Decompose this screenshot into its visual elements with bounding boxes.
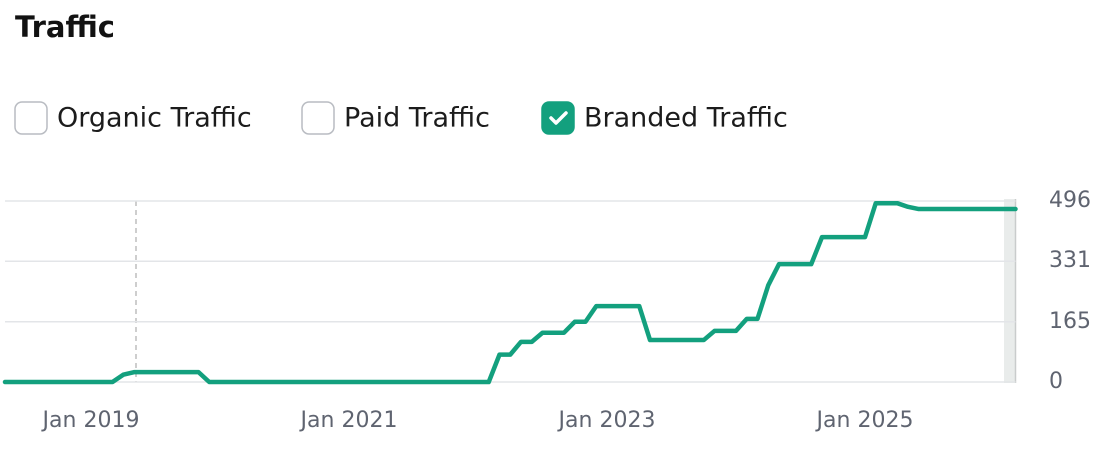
series-line: [2, 200, 1018, 385]
y-tick-label: 165: [1049, 309, 1091, 334]
x-tick-label: Jan 2019: [41, 408, 140, 433]
checkbox-box: [301, 101, 335, 135]
legend-checkbox[interactable]: Organic Traffic: [14, 101, 252, 135]
checkbox-box: [14, 101, 48, 135]
y-tick-label: 0: [1049, 369, 1063, 394]
checkbox-check: [549, 111, 568, 125]
x-tick-label: Jan 2023: [557, 408, 656, 433]
x-tick-label: Jan 2025: [815, 408, 914, 433]
checkbox-box: [541, 101, 575, 135]
current-period-band: [1004, 199, 1015, 383]
legend-checkbox[interactable]: Paid Traffic: [301, 101, 490, 135]
legend-label: Branded Traffic: [584, 103, 788, 134]
chart-title: Traffic: [15, 10, 115, 44]
legend-checkbox[interactable]: Branded Traffic: [541, 101, 788, 135]
y-tick-label: 496: [1049, 188, 1091, 213]
y-tick-label: 331: [1049, 248, 1091, 273]
legend-label: Organic Traffic: [57, 103, 252, 134]
legend-label: Paid Traffic: [344, 103, 490, 134]
x-tick-label: Jan 2021: [299, 408, 398, 433]
